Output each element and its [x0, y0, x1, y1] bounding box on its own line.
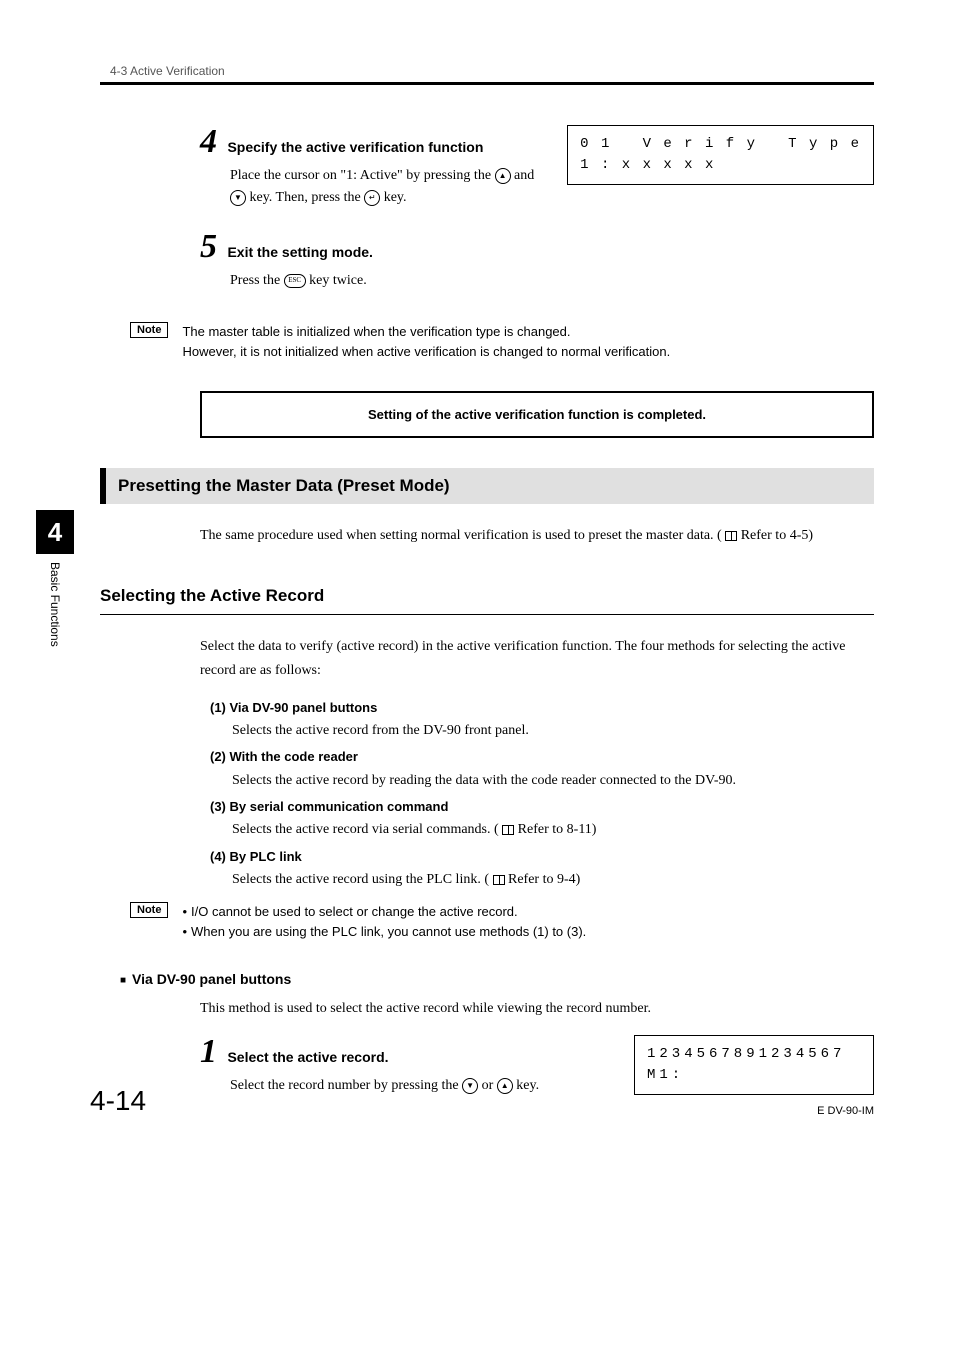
- side-tab: 4 Basic Functions: [36, 510, 74, 647]
- note-line: However, it is not initialized when acti…: [182, 342, 670, 362]
- down-arrow-icon: ▼: [230, 190, 246, 206]
- enter-icon: ↵: [364, 190, 380, 206]
- note-line: •I/O cannot be used to select or change …: [182, 902, 586, 922]
- method-list: (1) Via DV-90 panel buttons Selects the …: [210, 697, 874, 893]
- note-box: Note •I/O cannot be used to select or ch…: [130, 902, 874, 941]
- preset-body: The same procedure used when setting nor…: [200, 524, 874, 548]
- header-section: 4-3 Active Verification: [110, 64, 874, 78]
- subheading-panel-buttons: ■Via DV-90 panel buttons: [120, 971, 874, 987]
- note-box: Note The master table is initialized whe…: [130, 322, 874, 361]
- reference-icon: [725, 531, 737, 541]
- note-label: Note: [130, 322, 168, 338]
- step-title: Select the active record.: [227, 1049, 388, 1065]
- note-line: •When you are using the PLC link, you ca…: [182, 922, 586, 942]
- section-heading-preset: Presetting the Master Data (Preset Mode): [100, 468, 874, 504]
- page-number: 4-14: [90, 1085, 146, 1117]
- step-body: Place the cursor on "1: Active" by press…: [230, 165, 537, 210]
- chapter-label: Basic Functions: [48, 562, 62, 647]
- method-body: Selects the active record by reading the…: [232, 769, 874, 793]
- method-head: (3) By serial communication command: [210, 796, 874, 818]
- reference-icon: [502, 825, 514, 835]
- header-rule: [100, 82, 874, 85]
- method-head: (1) Via DV-90 panel buttons: [210, 697, 874, 719]
- lcd-display: 0 1 V e r i f y T y p e 1 : x x x x x: [567, 125, 874, 185]
- step-5: 5 Exit the setting mode. Press the ESC k…: [200, 230, 874, 292]
- page-footer: 4-14 E DV-90-IM: [90, 1085, 874, 1117]
- chapter-number: 4: [36, 510, 74, 554]
- document-code: E DV-90-IM: [817, 1105, 874, 1117]
- up-arrow-icon: ▲: [495, 168, 511, 184]
- method-head: (4) By PLC link: [210, 846, 874, 868]
- note-label: Note: [130, 902, 168, 918]
- method-head: (2) With the code reader: [210, 746, 874, 768]
- step-4: 4 Specify the active verification functi…: [200, 125, 874, 210]
- method-body: Selects the active record using the PLC …: [232, 868, 874, 892]
- note-line: The master table is initialized when the…: [182, 322, 670, 342]
- step-body: Press the ESC key twice.: [230, 270, 874, 292]
- step-number: 4: [200, 125, 217, 159]
- reference-icon: [493, 875, 505, 885]
- step-title: Exit the setting mode.: [227, 244, 372, 260]
- method-body: Selects the active record via serial com…: [232, 818, 874, 842]
- square-bullet-icon: ■: [120, 975, 126, 986]
- method-body: Selects the active record from the DV-90…: [232, 719, 874, 743]
- section-heading-select: Selecting the Active Record: [100, 578, 874, 615]
- step-title: Specify the active verification function: [227, 139, 483, 155]
- step-number: 5: [200, 230, 217, 264]
- completion-banner: Setting of the active verification funct…: [200, 391, 874, 438]
- step-number: 1: [200, 1035, 217, 1069]
- esc-key-icon: ESC: [284, 274, 306, 288]
- sub-body: This method is used to select the active…: [200, 997, 874, 1021]
- select-intro: Select the data to verify (active record…: [200, 635, 874, 683]
